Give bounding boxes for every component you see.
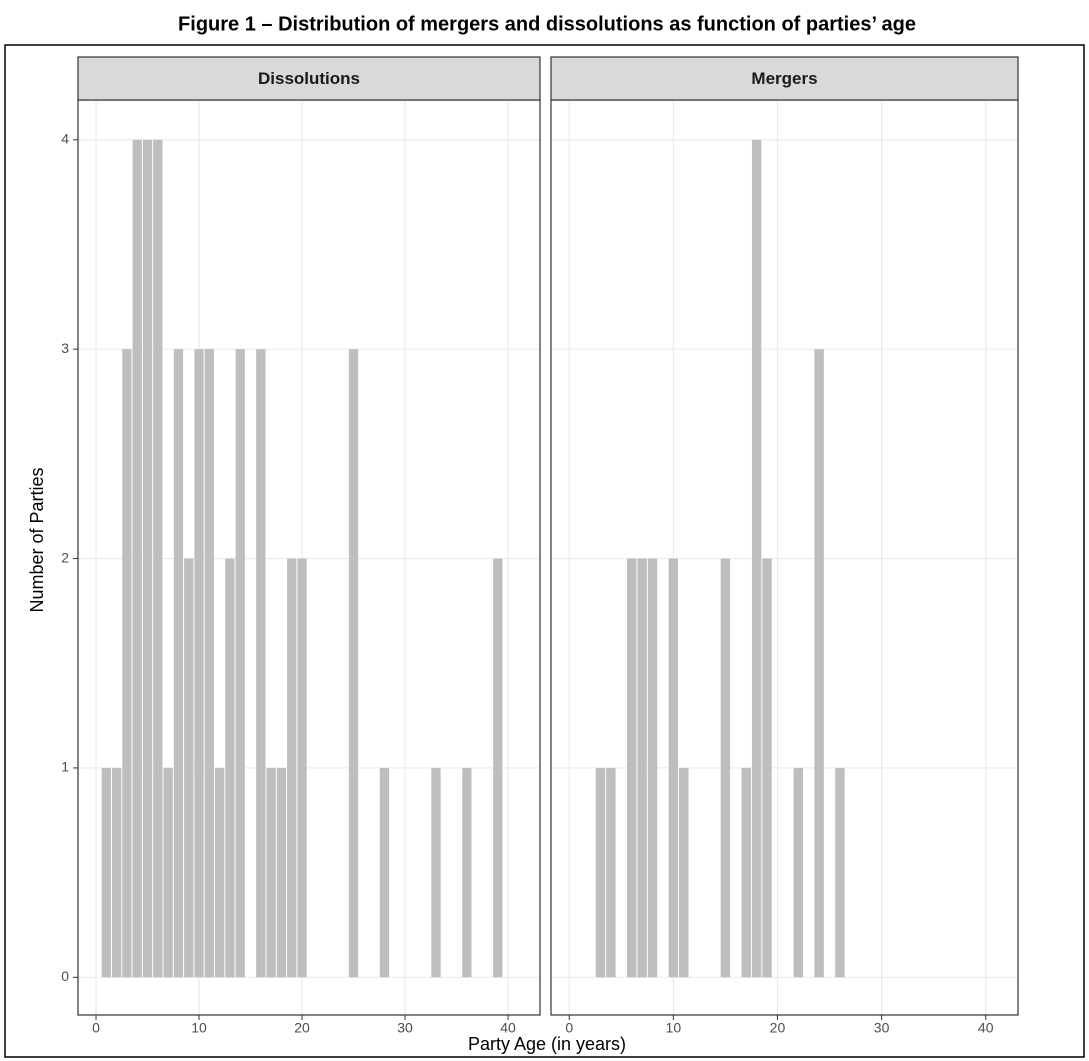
bar bbox=[626, 558, 637, 978]
y-tick-label: 1 bbox=[61, 759, 69, 775]
x-tick-label: 30 bbox=[874, 1020, 890, 1036]
x-tick-label: 40 bbox=[978, 1020, 994, 1036]
bar bbox=[142, 139, 153, 978]
bar bbox=[348, 349, 359, 978]
bar bbox=[214, 767, 225, 978]
bar bbox=[266, 767, 276, 978]
bar bbox=[379, 767, 390, 978]
strip-label: Dissolutions bbox=[258, 69, 360, 88]
bar bbox=[194, 349, 204, 978]
x-tick-label: 10 bbox=[666, 1020, 682, 1036]
x-axis-title: Party Age (in years) bbox=[468, 1034, 626, 1054]
x-tick-label: 20 bbox=[770, 1020, 786, 1036]
bar bbox=[793, 767, 804, 978]
bar bbox=[163, 767, 173, 978]
y-tick-label: 0 bbox=[61, 968, 69, 984]
bar bbox=[751, 139, 762, 978]
bar bbox=[814, 349, 824, 978]
bar bbox=[184, 558, 194, 978]
bar bbox=[741, 767, 751, 978]
strip bbox=[77, 56, 541, 101]
y-tick-label: 2 bbox=[61, 549, 69, 565]
bar bbox=[297, 558, 307, 978]
figure-border bbox=[4, 44, 1085, 1058]
bar bbox=[122, 349, 132, 978]
bar bbox=[235, 349, 245, 978]
bar bbox=[668, 558, 679, 978]
bar bbox=[431, 767, 441, 978]
bar bbox=[762, 558, 772, 978]
bar bbox=[111, 767, 122, 978]
strip bbox=[550, 56, 1019, 101]
figure-title: Figure 1 – Distribution of mergers and d… bbox=[178, 13, 916, 35]
bar bbox=[493, 558, 503, 978]
bar bbox=[679, 767, 689, 978]
bar bbox=[153, 139, 163, 978]
bar bbox=[462, 767, 472, 978]
bar bbox=[256, 349, 266, 978]
x-tick-label: 0 bbox=[92, 1020, 100, 1036]
bar bbox=[276, 767, 287, 978]
bar bbox=[204, 349, 214, 978]
bar bbox=[835, 767, 845, 978]
strip-label: Mergers bbox=[751, 69, 817, 88]
x-tick-label: 40 bbox=[500, 1020, 516, 1036]
bar bbox=[720, 558, 731, 978]
y-tick-label: 3 bbox=[61, 340, 69, 356]
bar bbox=[647, 558, 658, 978]
bar bbox=[637, 558, 647, 978]
bar bbox=[132, 139, 142, 978]
bar bbox=[595, 767, 606, 978]
bar bbox=[101, 767, 111, 978]
x-tick-label: 0 bbox=[565, 1020, 573, 1036]
x-tick-label: 10 bbox=[191, 1020, 207, 1036]
bar bbox=[225, 558, 235, 978]
panel-background bbox=[551, 100, 1018, 1015]
x-tick-label: 20 bbox=[294, 1020, 310, 1036]
x-tick-label: 30 bbox=[397, 1020, 413, 1036]
bar bbox=[173, 349, 184, 978]
bar bbox=[287, 558, 297, 978]
y-axis-title: Number of Parties bbox=[27, 467, 47, 612]
y-tick-label: 4 bbox=[61, 130, 69, 146]
bar bbox=[606, 767, 616, 978]
